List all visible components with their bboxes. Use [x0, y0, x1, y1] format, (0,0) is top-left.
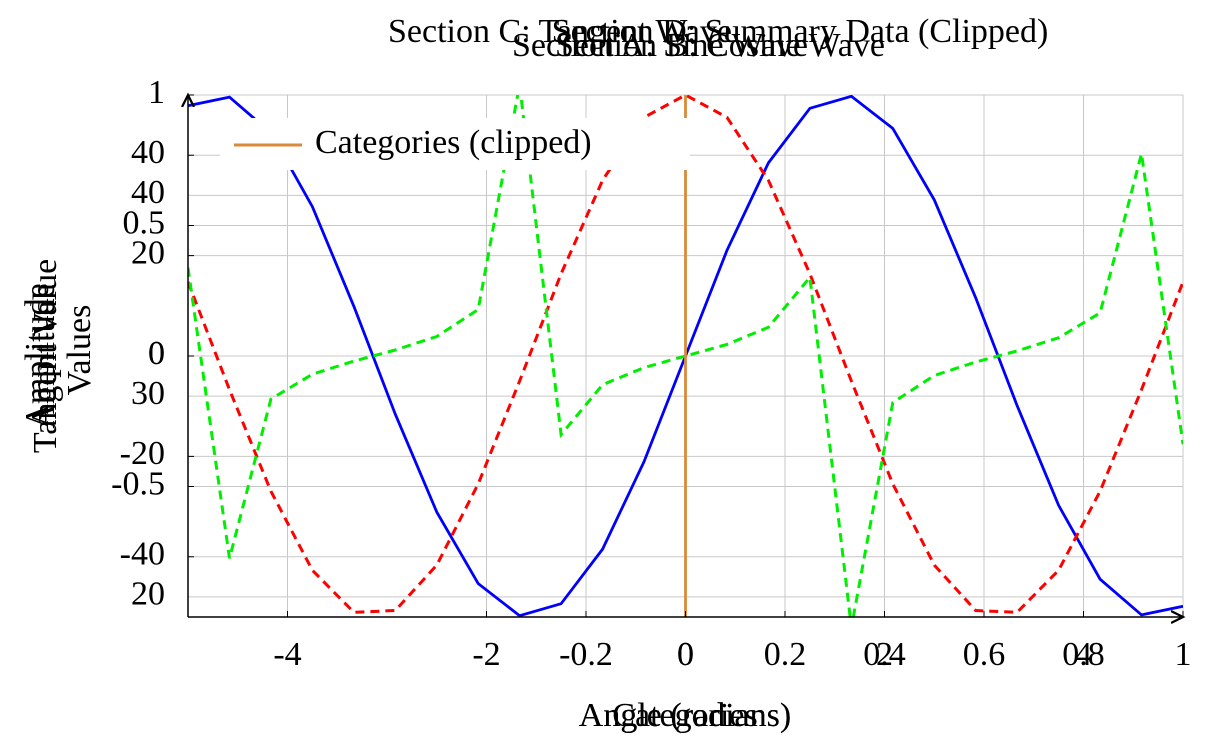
legend-label: Categories (clipped)	[315, 124, 592, 161]
x-tick-label: 0.4	[863, 636, 906, 673]
x-tick-label: 0	[677, 636, 694, 673]
y2-tick-label: 30	[131, 375, 165, 412]
x-axis-label: Angle (radians)	[579, 697, 791, 734]
y-tick-label: 40	[131, 134, 165, 171]
y-axis-label: Values	[61, 305, 98, 396]
y-tick-label: -20	[120, 435, 165, 472]
x-tick-label: 1	[1175, 636, 1192, 673]
y-axis-label: Amplitude	[19, 283, 56, 428]
x-axis-label: Categories	[612, 697, 757, 734]
y-tick-label: -0.5	[111, 465, 165, 502]
x-tick-label: 2	[876, 636, 893, 673]
y-axis-label: Tangent Value	[27, 259, 64, 453]
x-tick-label: -2	[472, 636, 500, 673]
chart-title: Section C: Tangent Wave	[388, 13, 732, 50]
x-tick-label: 0.2	[764, 636, 807, 673]
x-tick-label: -4	[273, 636, 301, 673]
y-tick-label: 0.5	[123, 204, 166, 241]
y2-tick-label: 20	[131, 576, 165, 613]
y2-tick-label: 40	[131, 174, 165, 211]
x-tick-label: -0.2	[559, 636, 613, 673]
plot-area	[188, 95, 1183, 617]
labels: Section A: Sine Wave Angle (radians) Ampli…	[19, 13, 1192, 734]
y-tick-label: -40	[120, 536, 165, 573]
chart-title: Section D: Summary Data (Clipped)	[552, 13, 1049, 50]
y-tick-label: 20	[131, 234, 165, 271]
x-tick-label: 0	[677, 636, 694, 673]
chart-title: Section B: Cosine Wave	[555, 27, 885, 64]
x-tick-label: 0.8	[1062, 636, 1105, 673]
y-tick-label: 0	[148, 335, 165, 372]
x-axis-label: Angle (radians)	[579, 697, 791, 734]
y-tick-label: 0	[148, 335, 165, 372]
x-tick-label: 4	[1075, 636, 1092, 673]
y-axis-label: Amplitude	[25, 283, 62, 428]
y-tick-label: 1	[148, 74, 165, 111]
chart-title: Section A: Sine Wave	[512, 27, 808, 64]
x-tick-label: 0.6	[963, 636, 1006, 673]
